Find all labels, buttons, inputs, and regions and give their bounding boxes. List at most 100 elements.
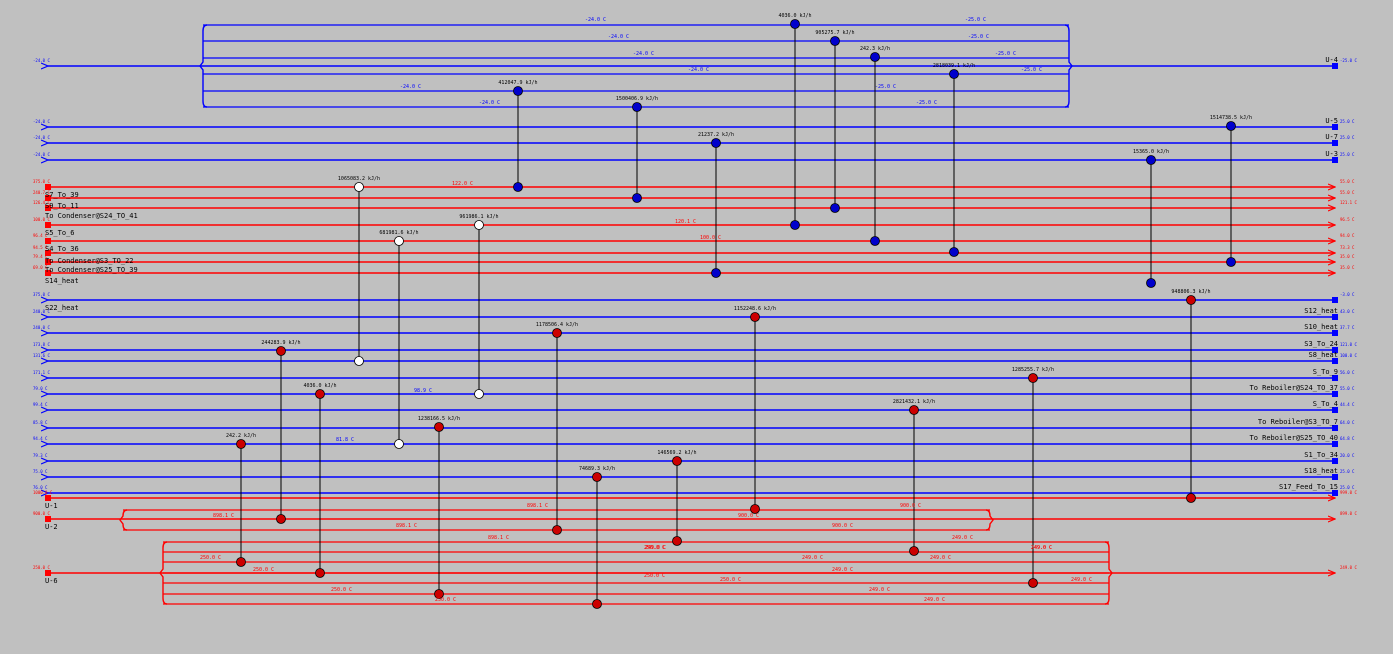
exchanger-duty-label: 15365.0 kJ/h: [1133, 149, 1169, 155]
heater-node: [552, 525, 562, 535]
split-brace: [119, 509, 128, 531]
u2-branch-temp: 898.1 C: [527, 503, 548, 509]
u2-split-brace: [119, 509, 994, 531]
stream-name: S22_heat: [45, 304, 79, 312]
exchanger-duty-label: 4036.0 kJ/h: [303, 383, 336, 389]
stream-temp-in: 171.1 C: [33, 370, 50, 375]
exchanger-duty-label: 1238166.5 kJ/h: [418, 416, 460, 422]
cold-stream-source-marker: [1332, 458, 1338, 464]
stream-temp-out: 20.0 C: [1340, 453, 1355, 458]
stream-temp-in: 96.4 C: [33, 233, 48, 238]
stream-name: S10_heat: [1304, 323, 1338, 331]
u6-branch-temp: 249.0 C: [645, 545, 666, 551]
stream-temp-in: 75.0 C: [33, 469, 48, 474]
stream-temp-out: 25.0 C: [1340, 485, 1355, 490]
split-brace: [1064, 24, 1073, 108]
cooler-node: [870, 52, 880, 62]
cold-stream-source-marker: [1332, 490, 1338, 496]
stream-temp-out: 44.4 C: [1340, 402, 1355, 407]
heater-node: [315, 568, 325, 578]
exchanger-duty-label: 244283.9 kJ/h: [261, 340, 300, 346]
exchanger-node: [354, 356, 364, 366]
u6-branch-temp: 250.0 C: [644, 573, 665, 579]
stream-name: U-5: [1325, 117, 1338, 125]
stream-temp-out: 999.0 C: [1340, 490, 1357, 495]
stream-temp-out: 64.8 C: [1340, 436, 1355, 441]
u6-split-brace: [159, 541, 1113, 605]
stream-name: S18_heat: [1304, 467, 1338, 475]
stream-name: S3_To_24: [1304, 340, 1338, 348]
exchanger-duty-label: 74689.3 kJ/h: [579, 466, 615, 472]
stream-temp-in: 94.4 C: [33, 436, 48, 441]
cooler-node: [790, 220, 800, 230]
stream-name: U-7: [1325, 133, 1338, 141]
u4-branch-temp: -24.0 C: [585, 17, 606, 23]
stream-temp-out: 35.0 C: [1340, 265, 1355, 270]
cooler-node: [513, 86, 523, 96]
heater-node: [592, 599, 602, 609]
stream-temp-in: 375.0 C: [33, 292, 50, 297]
exchanger-node: [394, 439, 404, 449]
stream-temp-out: 96.5 C: [1340, 217, 1355, 222]
cooler-node: [1226, 121, 1236, 131]
stream-temp-out: 64.0 C: [1340, 420, 1355, 425]
stream-temp-out: 25.0 C: [1340, 469, 1355, 474]
heater-node: [909, 546, 919, 556]
u6-branch-temp: 249.0 C: [802, 555, 823, 561]
cold-stream-source-marker: [1332, 407, 1338, 413]
exchanger-duty-label: 1152248.6 kJ/h: [734, 306, 776, 312]
cold-stream-source-marker: [1332, 314, 1338, 320]
stream-temp-in: 69.0 C: [33, 265, 48, 270]
exchanger-duty-label: 1065083.2 kJ/h: [338, 176, 380, 182]
u4-branch-temp: -25.0 C: [968, 34, 989, 40]
exchanger-duty-label: 961986.1 kJ/h: [459, 214, 498, 220]
u6-branch-temp: 249.0 C: [832, 567, 853, 573]
u4-branch-temp: -25.0 C: [916, 100, 937, 106]
heater-node: [236, 557, 246, 567]
exchanger-duty-label: 4036.0 kJ/h: [778, 13, 811, 19]
stream-temp-in: 100.0 C: [33, 217, 50, 222]
cold-stream-source-marker: [1332, 474, 1338, 480]
cold-stream-source-marker: [1332, 391, 1338, 397]
cold-stream-source-marker: [1332, 297, 1338, 303]
cold-stream-source-marker: [1332, 124, 1338, 130]
heater-node: [236, 439, 246, 449]
stream-temp-in: 79.0 C: [33, 386, 48, 391]
cold-stream-source-marker: [1332, 330, 1338, 336]
cooler-node: [1146, 278, 1156, 288]
u6-branch-temp: 249.0 C: [869, 587, 890, 593]
stream-temp-in: -24.0 C: [33, 135, 50, 140]
u6-branch-temp: 249.0 C: [930, 555, 951, 561]
stream-temp-in: 240.7 C: [33, 190, 50, 195]
heater-node: [672, 536, 682, 546]
hot-stream-source-marker: [45, 184, 51, 190]
exchanger-node: [474, 220, 484, 230]
exchanger-duty-label: 2821432.1 kJ/h: [893, 399, 935, 405]
stream-temp-out: 25.0 C: [1340, 135, 1355, 140]
cooler-node: [711, 138, 721, 148]
u4-branch-temp: -25.0 C: [1021, 67, 1042, 73]
heater-node: [592, 472, 602, 482]
stream-name: S12_heat: [1304, 307, 1338, 315]
u2-branch-temp: 898.1 C: [213, 513, 234, 519]
stream-temp-out: 249.0 C: [1340, 565, 1357, 570]
u6-branch-temp: 249.0 C: [1031, 545, 1052, 551]
u6-branch-temp: 250.0 C: [644, 545, 665, 551]
stream-temp-out: 43.0 C: [1340, 309, 1355, 314]
cooler-node: [632, 102, 642, 112]
stream-name: To Reboiler@S3_TO_7: [1258, 418, 1338, 426]
cooler-node: [949, 247, 959, 257]
stream-temp-in: 240.0 C: [33, 325, 50, 330]
stream-temp-out: 94.0 C: [1340, 233, 1355, 238]
stream-mid-temp: 120.1 C: [675, 219, 696, 225]
u2-branch-temp: 900.0 C: [738, 513, 759, 519]
stream-temp-in: 94.5 C: [33, 245, 48, 250]
stream-temp-out: 55.0 C: [1340, 190, 1355, 195]
exchanger-duty-label: 242.2 kJ/h: [226, 433, 256, 439]
cold-stream-source-marker: [1332, 140, 1338, 146]
u6-branch-temp: 249.0 C: [1031, 545, 1052, 551]
exchanger-node: [354, 182, 364, 192]
cold-stream-source-marker: [1332, 425, 1338, 431]
stream-temp-in: 79.3 C: [33, 453, 48, 458]
